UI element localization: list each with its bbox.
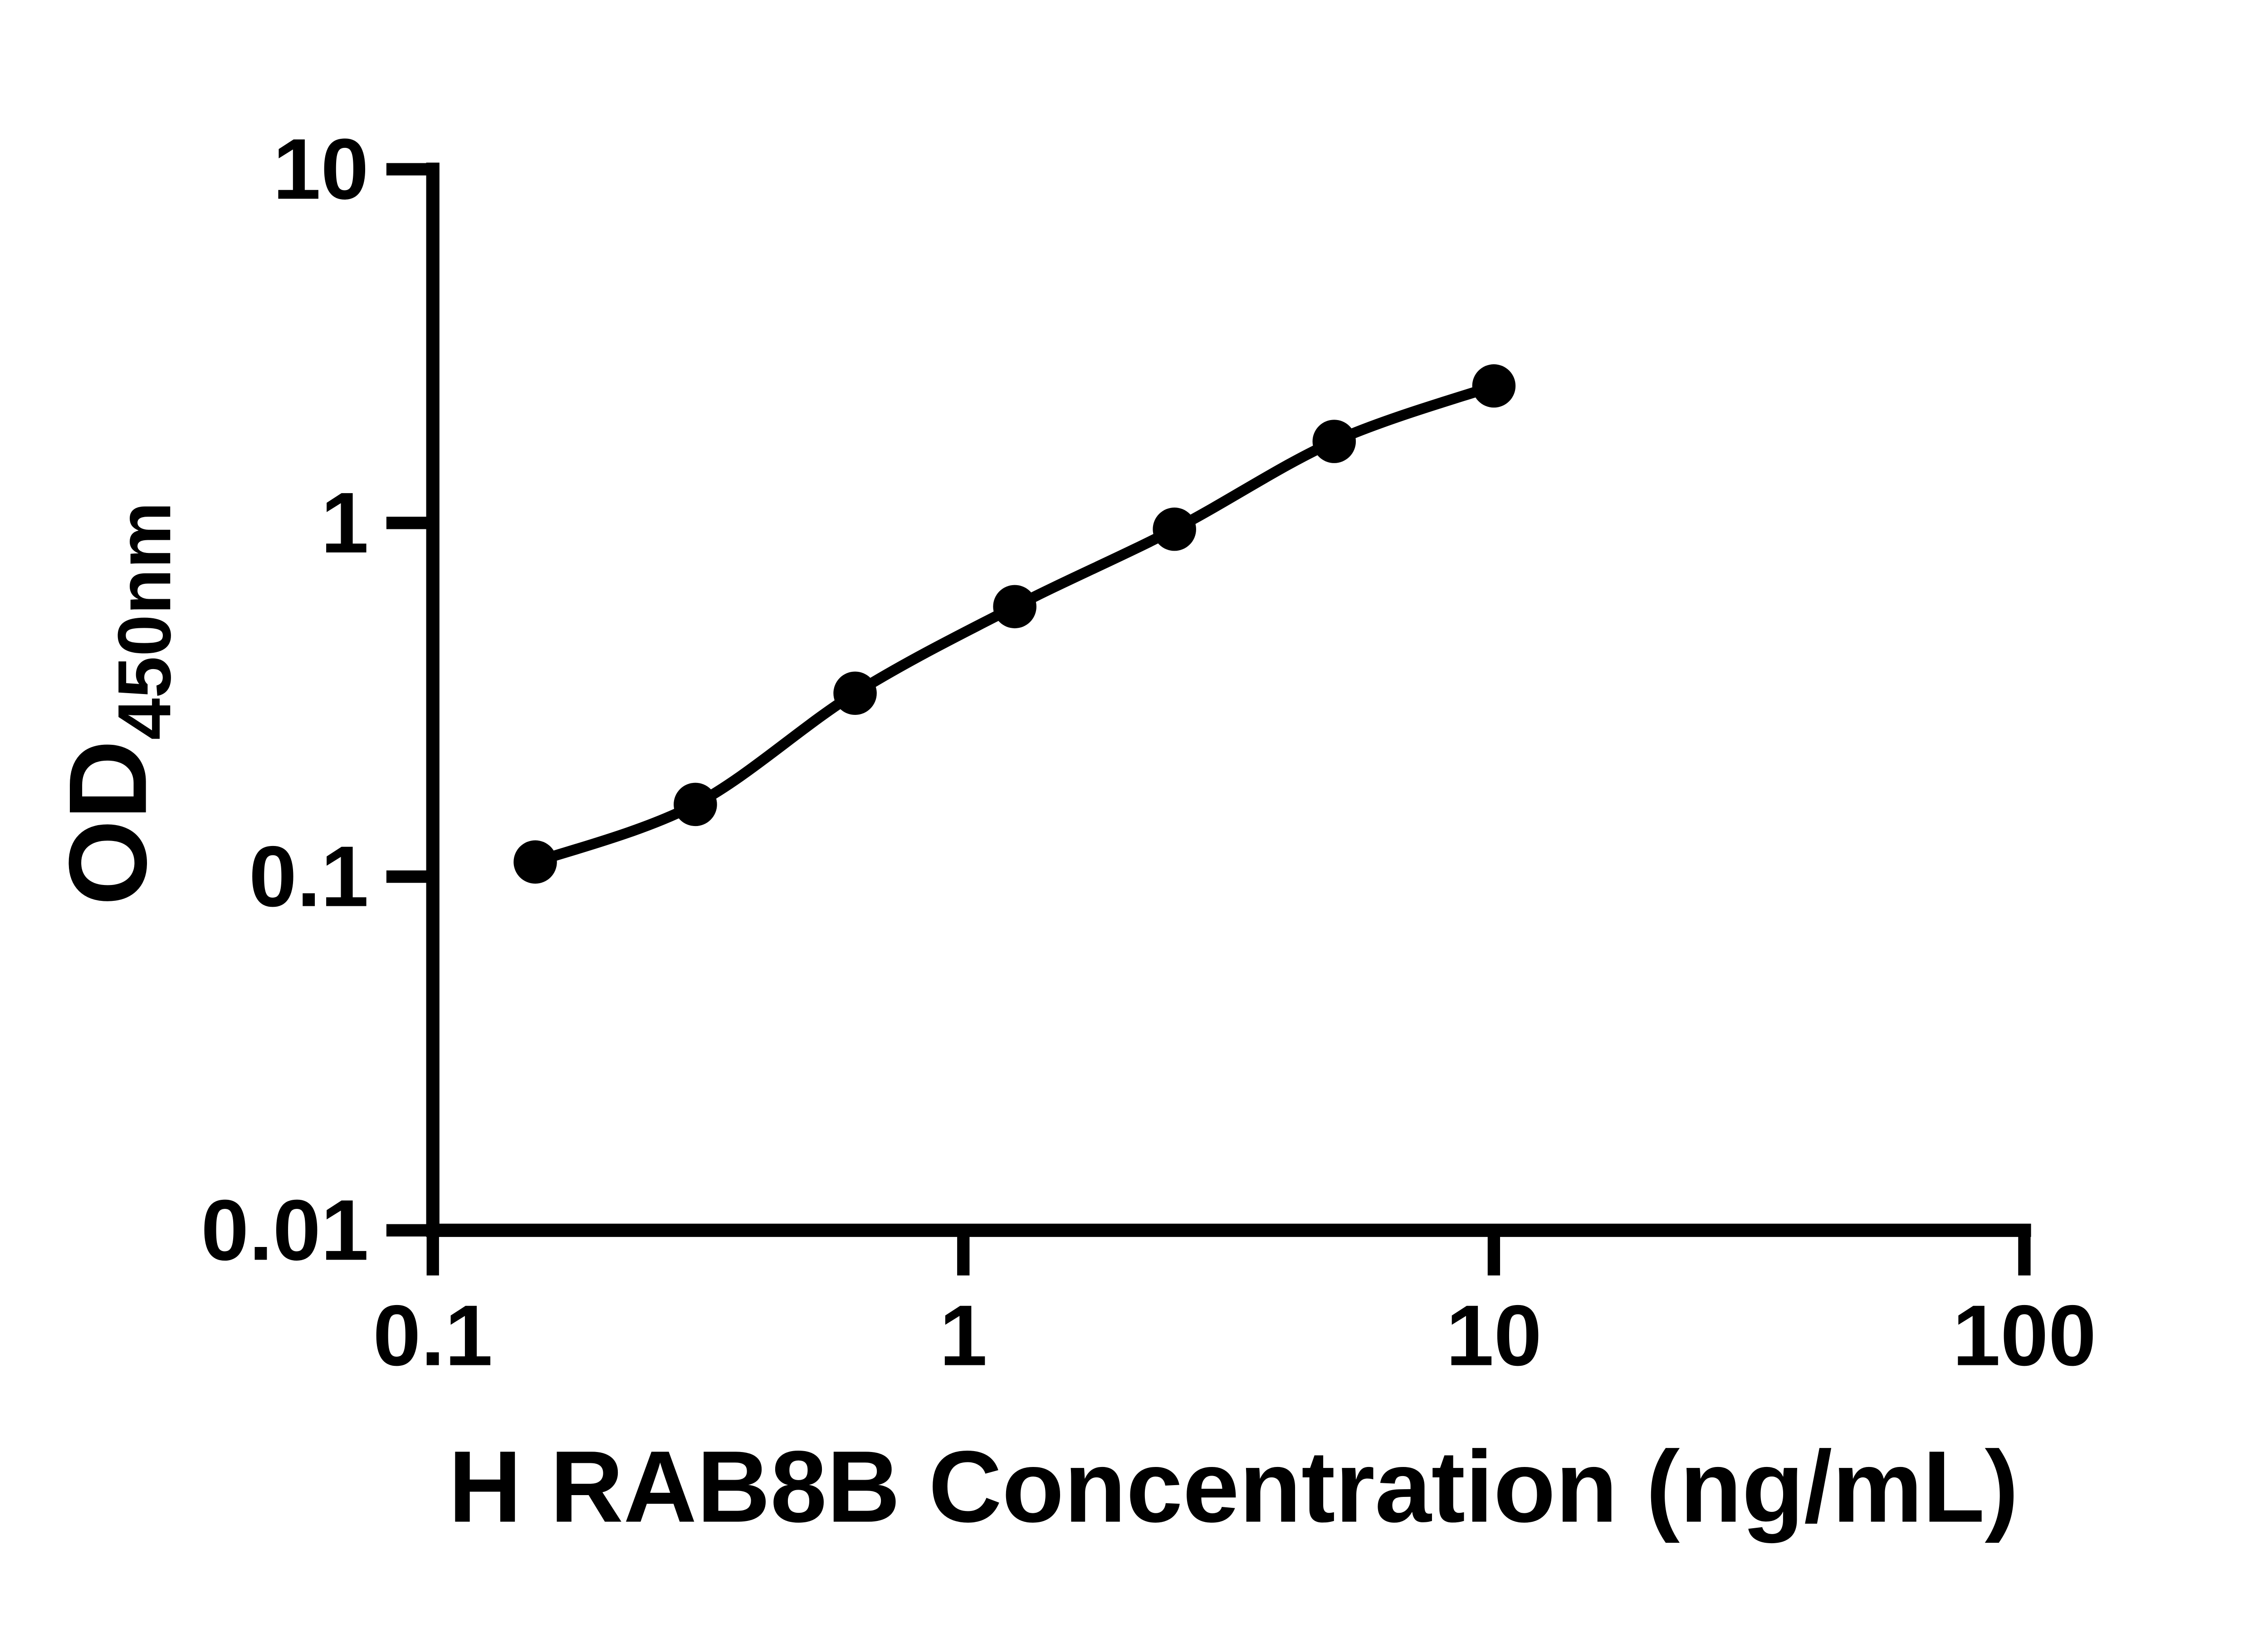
y-tick-label: 0.1: [249, 829, 369, 925]
y-axis-title-main: OD: [46, 740, 170, 905]
y-axis-title: OD450nm: [46, 502, 187, 905]
data-point: [833, 671, 877, 715]
x-tick-label: 100: [1952, 1288, 2096, 1384]
data-point: [1312, 420, 1356, 463]
data-point: [1472, 364, 1516, 408]
x-tick-label: 0.1: [373, 1288, 493, 1384]
y-tick-label: 0.01: [201, 1182, 369, 1278]
data-point: [1153, 507, 1196, 551]
data-point: [993, 585, 1036, 629]
x-tick-label: 10: [1446, 1288, 1542, 1384]
data-point: [513, 840, 557, 884]
y-axis-title-subscript: 450nm: [103, 502, 186, 740]
x-axis-title: H RAB8B Concentration (ng/mL): [448, 1430, 2019, 1544]
data-point: [674, 782, 717, 826]
y-tick-label: 1: [321, 475, 369, 571]
y-tick-label: 10: [273, 121, 368, 217]
x-tick-label: 1: [939, 1288, 987, 1384]
